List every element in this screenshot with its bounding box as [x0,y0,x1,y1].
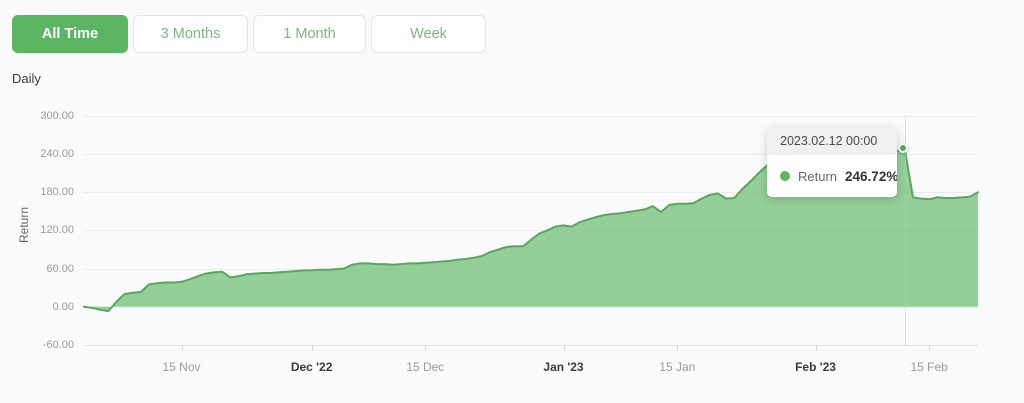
x-tick-mark [815,345,817,351]
x-tick-label: 15 Jan [659,360,696,374]
gridline-y-120 [84,230,978,232]
button-3-months[interactable]: 3 Months [133,15,248,53]
y-tick-label-180: 180.00 [40,186,74,199]
x-tick-label: Jan '23 [543,360,584,374]
x-tick-mark [563,345,565,351]
tooltip-date: 2023.02.12 00:00 [767,128,897,155]
button-1-month[interactable]: 1 Month [253,15,366,53]
button-week[interactable]: Week [371,15,486,53]
x-tick-label: 15 Dec [406,360,445,374]
gridline-y-180 [84,192,978,194]
y-tick-label--60: -60.00 [42,338,74,351]
y-tick-label-240: 240.00 [40,148,74,161]
x-tick-label: Feb '23 [795,360,836,374]
x-tick-mark [677,345,679,351]
button-all-time[interactable]: All Time [12,15,128,53]
time-range-toolbar: All Time 3 Months 1 Month Week [12,15,486,53]
x-axis-line [84,345,978,346]
y-tick-label-0: 0.00 [52,300,74,313]
gridline-y-0 [84,306,978,308]
gridline-y-240 [84,154,978,156]
axis-pointer-line [904,116,906,345]
y-tick-label-60: 60.00 [46,262,74,275]
gridline-y-300 [84,116,978,117]
x-tick-mark [181,345,183,351]
highlight-marker-dot [897,142,908,153]
x-tick-label: 15 Nov [162,360,201,374]
chart-tooltip: 2023.02.12 00:00 Return 246.72% [767,128,897,197]
x-tick-mark [425,345,427,351]
x-tick-mark [311,345,313,351]
tooltip-value: 246.72% [845,168,897,184]
x-tick-mark [929,345,931,351]
x-tick-label: 15 Feb [910,360,948,374]
y-tick-label-300: 300.00 [40,110,74,122]
x-tick-label: Dec '22 [290,360,333,374]
tooltip-series-label: Return [798,168,838,184]
frequency-label: Daily [12,71,41,86]
tooltip-series-dot-icon [780,171,790,181]
y-tick-label-120: 120.00 [40,224,74,237]
